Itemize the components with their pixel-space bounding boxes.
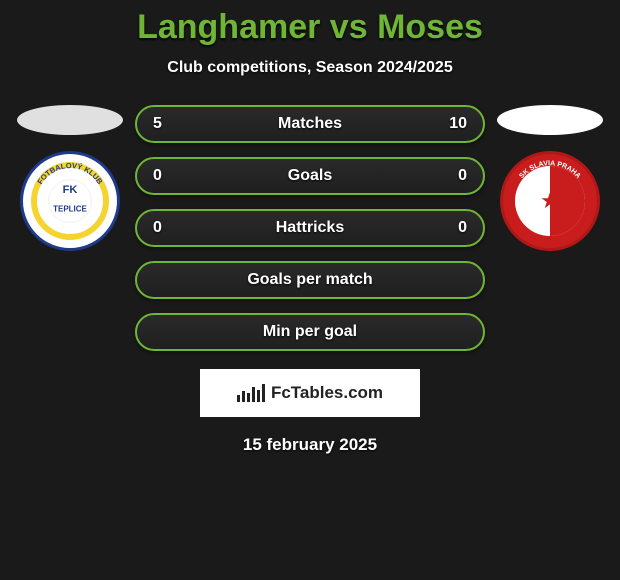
date-text: 15 february 2025 bbox=[0, 435, 620, 455]
stat-row-mpg: Min per goal bbox=[135, 313, 485, 351]
comparison-card: Langhamer vs Moses Club competitions, Se… bbox=[0, 0, 620, 455]
right-player-silhouette bbox=[497, 105, 603, 135]
bars-icon bbox=[237, 384, 265, 402]
stat-left-value: 5 bbox=[153, 115, 177, 133]
stat-right-value: 0 bbox=[443, 219, 467, 237]
left-player-silhouette bbox=[17, 105, 123, 135]
svg-text:FOTBALOVÝ KLUB: FOTBALOVÝ KLUB bbox=[35, 161, 104, 186]
stat-left-value: 0 bbox=[153, 219, 177, 237]
stat-row-goals: 0 Goals 0 bbox=[135, 157, 485, 195]
layout: FOTBALOVÝ KLUB FK TEPLICE 5 Matches 10 0… bbox=[0, 105, 620, 351]
stat-label: Goals bbox=[177, 167, 443, 185]
stat-label: Hattricks bbox=[177, 219, 443, 237]
right-club-badge: SK SLAVIA PRAHA FOTBAL ★ bbox=[500, 151, 600, 251]
stats-list: 5 Matches 10 0 Goals 0 0 Hattricks 0 Goa… bbox=[135, 105, 485, 351]
left-player: FOTBALOVÝ KLUB FK TEPLICE bbox=[15, 105, 125, 251]
stat-label: Matches bbox=[177, 115, 443, 133]
page-title: Langhamer vs Moses bbox=[0, 8, 620, 47]
badge-text-1: FK bbox=[63, 184, 78, 196]
star-icon: ★ bbox=[540, 188, 560, 214]
stat-right-value: 0 bbox=[443, 167, 467, 185]
stat-row-hattricks: 0 Hattricks 0 bbox=[135, 209, 485, 247]
right-player: SK SLAVIA PRAHA FOTBAL ★ bbox=[495, 105, 605, 251]
brand-box[interactable]: FcTables.com bbox=[200, 369, 420, 417]
stat-label: Min per goal bbox=[177, 323, 443, 341]
stat-label: Goals per match bbox=[177, 271, 443, 289]
stat-row-matches: 5 Matches 10 bbox=[135, 105, 485, 143]
stat-left-value: 0 bbox=[153, 167, 177, 185]
stat-row-gpm: Goals per match bbox=[135, 261, 485, 299]
badge-arc-icon: FOTBALOVÝ KLUB bbox=[23, 154, 117, 248]
left-club-badge: FOTBALOVÝ KLUB FK TEPLICE bbox=[20, 151, 120, 251]
subtitle: Club competitions, Season 2024/2025 bbox=[0, 59, 620, 77]
badge-ring: ★ bbox=[515, 166, 585, 236]
badge-text-2: TEPLICE bbox=[53, 204, 87, 213]
stat-right-value: 10 bbox=[443, 115, 467, 133]
brand-text: FcTables.com bbox=[271, 383, 383, 403]
